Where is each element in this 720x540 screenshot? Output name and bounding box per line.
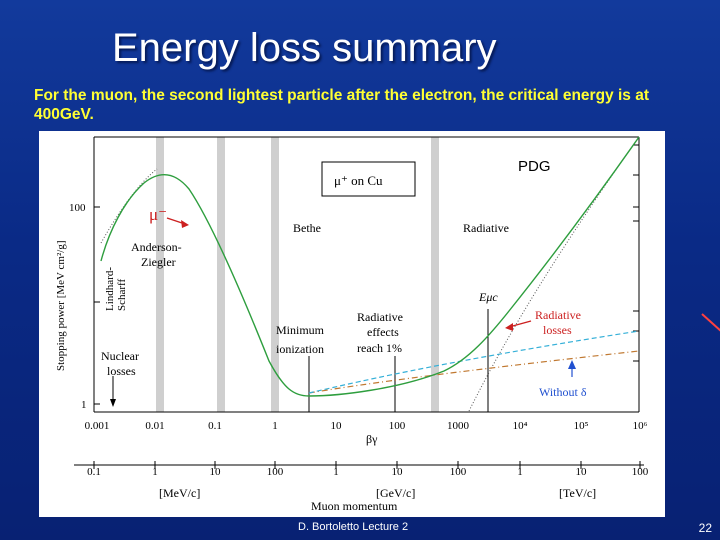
x-top-tick: 1000: [447, 420, 470, 432]
momentum-tick: 100: [450, 466, 467, 478]
x-top-tick: 0.01: [145, 420, 164, 432]
x-top-tick: 0.1: [208, 420, 222, 432]
stopping-power-chart: 100 1 Stopping power [MeV cm²/g] 0.001 0…: [55, 136, 649, 513]
momentum-unit-gev: [GeV/c]: [376, 486, 415, 500]
x-top-tick: 10⁴: [513, 420, 528, 432]
x-top-tick: 100: [389, 420, 406, 432]
momentum-tick: 100: [267, 466, 284, 478]
y-axis-label: Stopping power [MeV cm²/g]: [55, 241, 67, 372]
momentum-tick: 1: [152, 466, 158, 478]
mu-minus-label: μ⁻: [149, 205, 167, 224]
radiative-label: Radiative: [463, 221, 509, 235]
pdg-label: PDG: [518, 158, 551, 175]
momentum-unit-tev: [TeV/c]: [559, 486, 596, 500]
y-tick-label: 100: [69, 202, 86, 214]
lindhard-label-2: Scharff: [116, 278, 128, 311]
radiative-asymptote-curve: [468, 150, 630, 412]
ionization-without-delta-curve: [308, 330, 640, 394]
momentum-tick: 10: [210, 466, 222, 478]
min-ionization-label-2: ionization: [276, 342, 324, 356]
grey-band: [431, 137, 439, 412]
radiative-effects-label-1: Radiative: [357, 310, 403, 324]
bethe-label: Bethe: [293, 221, 321, 235]
grey-band: [217, 137, 225, 412]
x-top-tick: 10⁵: [574, 420, 589, 432]
x-top-tick-labels: 0.001 0.01 0.1 1 10 100 1000 10⁴ 10⁵ 10⁶: [85, 420, 648, 432]
momentum-tick: 100: [632, 466, 649, 478]
momentum-axis-label: Muon momentum: [311, 499, 398, 513]
radiative-effects-label-2: effects: [367, 325, 399, 339]
radiative-losses-label-2: losses: [543, 323, 572, 337]
material-label: μ⁺ on Cu: [334, 173, 383, 188]
momentum-unit-mev: [MeV/c]: [159, 486, 200, 500]
without-delta-label: Without δ: [539, 385, 587, 399]
x-top-tick: 10⁶: [633, 420, 648, 432]
footer-author: D. Bortoletto Lecture 2: [298, 521, 409, 533]
slide-title: Energy loss summary: [112, 26, 497, 70]
nuclear-losses-label-2: losses: [107, 364, 136, 378]
y-tick-label: 1: [81, 399, 87, 411]
emuc-label: Eμc: [478, 290, 498, 304]
momentum-tick: 10: [392, 466, 404, 478]
min-ionization-label-1: Minimum: [276, 323, 325, 337]
ionization-with-delta-curve: [308, 350, 640, 394]
plot-frame: [93, 136, 640, 413]
radiative-effects-label-3: reach 1%: [357, 341, 402, 355]
momentum-tick: 10: [576, 466, 588, 478]
page-number: 22: [698, 521, 712, 535]
grey-band: [156, 137, 164, 412]
stopping-power-curve: [100, 136, 640, 397]
momentum-tick: 1: [517, 466, 523, 478]
x-top-axis-label: βγ: [366, 432, 378, 446]
nuclear-losses-label-1: Nuclear: [101, 349, 139, 363]
momentum-tick-labels: 0.1 1 10 100 1 10 100 1 10 100: [87, 466, 649, 478]
momentum-tick: 1: [333, 466, 339, 478]
mu-minus-arrowhead: [181, 220, 189, 228]
slide-subtitle: For the muon, the second lightest partic…: [34, 87, 649, 123]
x-top-tick: 1: [272, 420, 278, 432]
grey-band: [271, 137, 279, 412]
lindhard-label-1: Lindhard-: [104, 267, 116, 311]
stopping-power-figure: 100 1 Stopping power [MeV cm²/g] 0.001 0…: [39, 131, 665, 517]
anderson-ziegler-label-2: Ziegler: [141, 255, 176, 269]
momentum-axis: [74, 461, 644, 469]
anderson-ziegler-label-1: Anderson-: [131, 240, 182, 254]
x-top-tick: 0.001: [85, 420, 110, 432]
momentum-tick: 0.1: [87, 466, 101, 478]
x-top-tick: 10: [331, 420, 343, 432]
without-delta-arrowhead: [568, 360, 576, 369]
nuclear-losses-arrowhead: [110, 399, 116, 407]
radiative-losses-arrowhead: [505, 323, 513, 331]
material-label-box: [321, 161, 416, 197]
decorative-line: [701, 313, 720, 333]
radiative-losses-label-1: Radiative: [535, 308, 581, 322]
